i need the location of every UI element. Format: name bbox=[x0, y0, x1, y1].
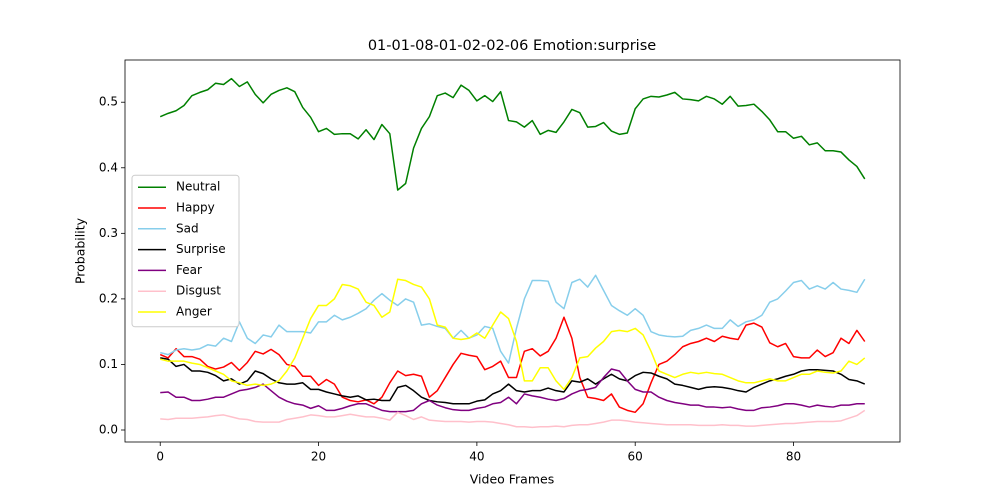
y-tick-label: 0.1 bbox=[99, 357, 118, 371]
line-series bbox=[160, 274, 866, 364]
chart-title: 01-01-08-01-02-02-06 Emotion:surprise bbox=[368, 38, 656, 54]
x-tick-label: 40 bbox=[469, 450, 484, 464]
legend-label: Surprise bbox=[176, 242, 226, 256]
legend-label: Sad bbox=[176, 221, 199, 235]
legend-label: Disgust bbox=[176, 284, 221, 298]
y-axis-label: Probability bbox=[73, 217, 88, 284]
line-series bbox=[159, 77, 866, 191]
line-series bbox=[160, 409, 866, 429]
y-tick-label: 0.2 bbox=[99, 291, 118, 305]
y-tick-label: 0.5 bbox=[99, 95, 118, 109]
y-tick-label: 0.3 bbox=[99, 226, 118, 240]
y-tick-label: 0.0 bbox=[99, 423, 118, 437]
x-tick-label: 60 bbox=[628, 450, 643, 464]
line-series bbox=[160, 368, 865, 413]
x-tick-label: 0 bbox=[156, 450, 164, 464]
y-tick-label: 0.4 bbox=[99, 160, 118, 174]
legend-box bbox=[131, 174, 240, 328]
legend-label: Anger bbox=[176, 305, 212, 319]
legend-label: Happy bbox=[176, 201, 215, 215]
x-axis-label: Video Frames bbox=[470, 472, 554, 487]
line-series bbox=[160, 278, 866, 391]
x-tick-label: 20 bbox=[311, 450, 326, 464]
line-series bbox=[159, 316, 866, 414]
legend-label: Neutral bbox=[176, 180, 220, 194]
x-tick-label: 80 bbox=[786, 450, 801, 464]
plot-frame bbox=[124, 59, 901, 443]
legend-label: Fear bbox=[176, 263, 202, 277]
